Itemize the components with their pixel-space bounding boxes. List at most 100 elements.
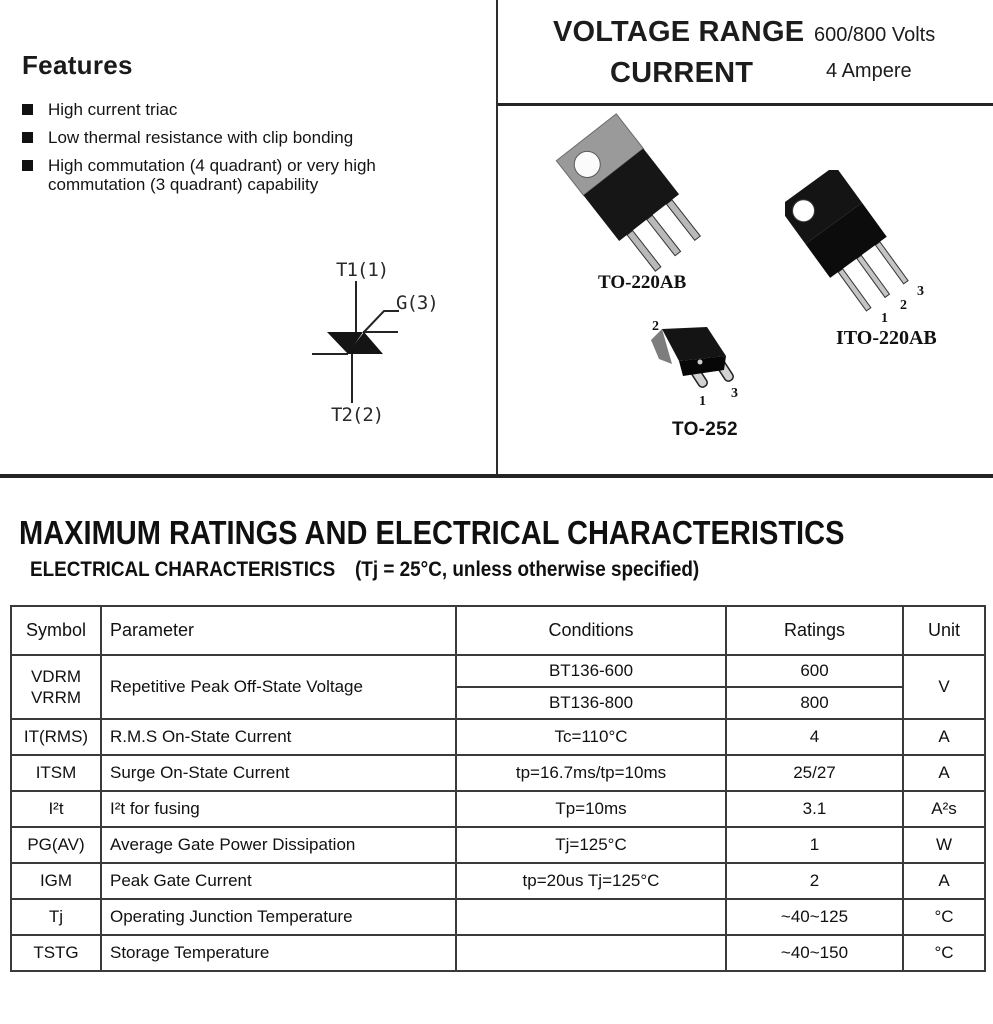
section-title: MAXIMUM RATINGS AND ELECTRICAL CHARACTER… <box>19 514 845 551</box>
cell-symbol: I²t <box>10 790 102 828</box>
feature-item: High commutation (4 quadrant) or very hi… <box>22 156 406 194</box>
cell-symbol: TSTG <box>10 934 102 972</box>
ito220-lead <box>837 268 872 312</box>
ito220-body-bottom <box>805 202 887 278</box>
square-bullet-icon <box>22 132 33 143</box>
section-divider-rule <box>0 474 993 478</box>
section-subtitle: ELECTRICAL CHARACTERISTICS (Tj = 25°C, un… <box>30 558 699 582</box>
cell-unit: V <box>902 654 986 720</box>
electrical-characteristics-table: Symbol Parameter Conditions Ratings Unit… <box>10 605 986 972</box>
header-ratings: Ratings <box>725 605 904 656</box>
ito220-package-image: 1 2 3 <box>785 170 924 326</box>
voltage-range-value: 600/800 Volts <box>814 24 936 46</box>
table-row: I²t I²t for fusing Tp=10ms 3.1 A²s <box>10 790 986 828</box>
triac-symbol-diagram: T1(1) G(3) T2(2) <box>312 259 439 426</box>
ito220-mounting-hole <box>792 199 816 223</box>
cell-unit: °C <box>902 898 986 936</box>
voltage-range-label: VOLTAGE RANGE <box>553 16 805 48</box>
cell-conditions: Tc=110°C <box>455 718 727 756</box>
to252-pin2-label: 2 <box>652 319 659 334</box>
cell-rating: ~40~125 <box>725 898 904 936</box>
cell-conditions: BT136-600 <box>455 654 727 688</box>
section-subtitle-left: ELECTRICAL CHARACTERISTICS <box>30 558 336 581</box>
to220-package-image <box>555 113 701 272</box>
ito220-lead <box>874 241 909 285</box>
ito220-pin3-label: 3 <box>917 284 924 299</box>
header-symbol: Symbol <box>10 605 102 656</box>
cell-symbol: Tj <box>10 898 102 936</box>
terminal-t2-label: T2(2) <box>331 404 383 426</box>
cell-rating: 600 <box>725 654 904 688</box>
cell-unit: °C <box>902 934 986 972</box>
ito220-package-label: ITO-220AB <box>836 327 937 349</box>
terminal-t1-label: T1(1) <box>336 259 388 281</box>
feature-text: High current triac <box>48 100 178 119</box>
square-bullet-icon <box>22 104 33 115</box>
to220-lead <box>646 214 682 257</box>
cell-rating: 4 <box>725 718 904 756</box>
cell-rating: 800 <box>725 686 904 720</box>
table-header-row: Symbol Parameter Conditions Ratings Unit <box>10 605 986 656</box>
cell-unit: A <box>902 718 986 756</box>
table-row: Tj Operating Junction Temperature ~40~12… <box>10 898 986 936</box>
to220-body <box>583 148 680 242</box>
table-row: IGM Peak Gate Current tp=20us Tj=125°C 2… <box>10 862 986 900</box>
cell-parameter: Average Gate Power Dissipation <box>100 826 457 864</box>
cell-conditions: tp=16.7ms/tp=10ms <box>455 754 727 792</box>
cell-parameter: I²t for fusing <box>100 790 457 828</box>
cell-conditions <box>455 934 727 972</box>
cell-rating: 2 <box>725 862 904 900</box>
to252-side-face <box>651 329 672 364</box>
feature-item: High current triac <box>22 100 406 119</box>
current-label: CURRENT <box>610 57 754 89</box>
cell-unit: A <box>902 754 986 792</box>
header-unit: Unit <box>902 605 986 656</box>
to252-pin1-label: 1 <box>699 394 706 409</box>
cell-parameter: Repetitive Peak Off-State Voltage <box>100 654 457 720</box>
section-subtitle-right: (Tj = 25°C, unless otherwise specified) <box>355 558 700 581</box>
cell-parameter: R.M.S On-State Current <box>100 718 457 756</box>
table-row: PG(AV) Average Gate Power Dissipation Tj… <box>10 826 986 864</box>
ito220-pin2-label: 2 <box>900 298 907 313</box>
triac-symbol-lines <box>312 281 399 403</box>
to252-package-label: TO-252 <box>672 419 738 440</box>
cell-parameter: Peak Gate Current <box>100 862 457 900</box>
cell-parameter: Surge On-State Current <box>100 754 457 792</box>
features-list: High current triac Low thermal resistanc… <box>22 100 406 194</box>
cell-symbol: IT(RMS) <box>10 718 102 756</box>
cell-rating: 3.1 <box>725 790 904 828</box>
symbol-vdrm: VDRM <box>30 667 82 686</box>
cell-symbol: PG(AV) <box>10 826 102 864</box>
cell-rating: ~40~150 <box>725 934 904 972</box>
ito220-pin1-label: 1 <box>881 311 888 326</box>
cell-conditions: BT136-800 <box>455 686 727 720</box>
table-row: TSTG Storage Temperature ~40~150 °C <box>10 934 986 972</box>
table-row-vdrm: VDRM VRRM Repetitive Peak Off-State Volt… <box>10 654 986 720</box>
symbol-vrrm: VRRM <box>30 688 82 707</box>
table-row-vdrm-sub: BT136-800 800 <box>11 686 985 720</box>
to252-center-stub <box>697 359 703 365</box>
feature-item: Low thermal resistance with clip bonding <box>22 128 406 147</box>
cell-conditions: tp=20us Tj=125°C <box>455 862 727 900</box>
to252-body-top <box>662 327 726 361</box>
ito220-body-top <box>785 170 863 244</box>
cell-rating: 25/27 <box>725 754 904 792</box>
table-row: ITSM Surge On-State Current tp=16.7ms/tp… <box>10 754 986 792</box>
cell-parameter: Operating Junction Temperature <box>100 898 457 936</box>
triac-triangle-down <box>327 332 363 354</box>
to220-package-label: TO-220AB <box>598 272 687 293</box>
to252-package-image: 2 1 3 <box>651 319 738 409</box>
to220-lead <box>665 199 701 242</box>
cell-conditions: Tp=10ms <box>455 790 727 828</box>
cell-conditions: Tj=125°C <box>455 826 727 864</box>
cell-conditions <box>455 898 727 936</box>
vertical-divider <box>496 0 498 477</box>
ito220-lead <box>856 254 891 299</box>
cell-symbol: VDRM VRRM <box>10 654 102 720</box>
cell-symbol: IGM <box>10 862 102 900</box>
to252-body-front <box>679 356 726 376</box>
current-value: 4 Ampere <box>826 60 912 82</box>
triac-triangle-up <box>347 332 383 354</box>
cell-unit: W <box>902 826 986 864</box>
